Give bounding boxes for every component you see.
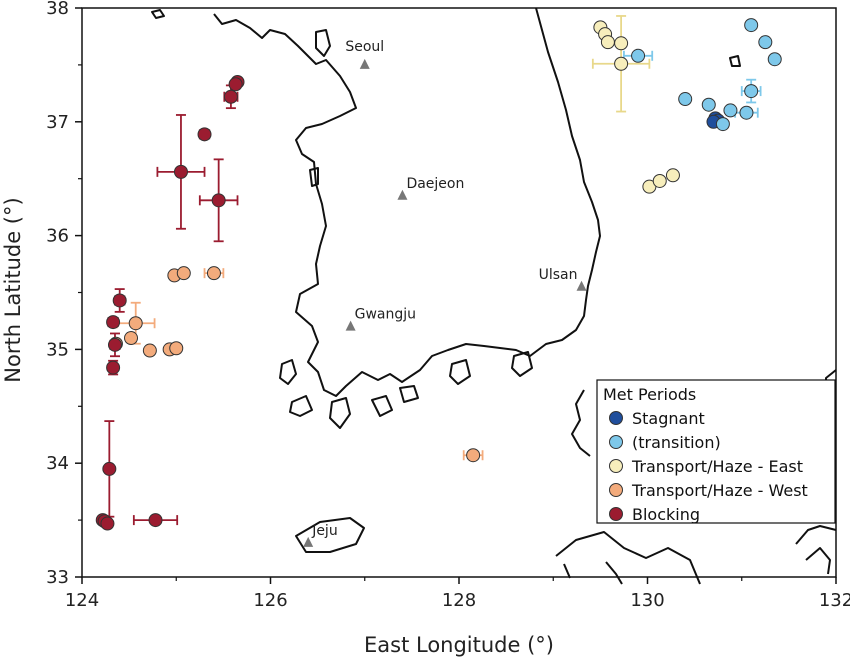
city-marker-seoul [359, 58, 370, 69]
legend-swatch [609, 507, 623, 521]
data-point [652, 173, 667, 188]
y-tick-label: 38 [46, 0, 69, 19]
legend-entry-label: Stagnant [632, 409, 705, 428]
data-point [112, 293, 127, 308]
y-axis-title: North Latitude (°) [1, 197, 25, 382]
data-point [758, 35, 773, 50]
series-2 [593, 20, 680, 194]
island [315, 29, 331, 57]
island [449, 359, 471, 385]
japan-coastline [805, 547, 831, 575]
x-tick-label: 124 [65, 590, 99, 611]
city-label-jeju: Jeju [311, 523, 338, 539]
data-point [206, 266, 221, 281]
data-point [173, 164, 188, 179]
island [151, 9, 165, 19]
data-point [211, 193, 226, 208]
legend: Met Periods Stagnant (transition) Transpor… [596, 379, 836, 524]
legend-entry-label: (transition) [632, 433, 721, 452]
legend-box [596, 379, 836, 524]
legend-entry-label: Transport/Haze - West [631, 481, 808, 500]
y-tick-label: 36 [46, 226, 69, 247]
legend-title: Met Periods [603, 385, 696, 404]
y-tick-label: 34 [46, 453, 69, 474]
data-point [102, 461, 117, 476]
data-point [228, 77, 243, 92]
x-tick-label: 126 [253, 590, 287, 611]
data-point [106, 315, 121, 330]
island [511, 351, 533, 377]
japan-coastline [795, 525, 837, 545]
data-point [148, 513, 163, 528]
y-tick-label: 33 [46, 567, 69, 588]
data-point [176, 266, 191, 281]
island [399, 385, 419, 403]
city-label-daejeon: Daejeon [406, 176, 464, 192]
city-markers: Seoul Daejeon Gwangju Ulsan Jeju [303, 39, 587, 547]
island [279, 359, 297, 385]
legend-entry-label: Transport/Haze - East [631, 457, 803, 476]
x-tick-label: 130 [630, 590, 664, 611]
data-point [100, 516, 115, 531]
mainland-coastline [213, 7, 601, 397]
data-point [600, 35, 615, 50]
jeju-island [295, 517, 365, 553]
data-point [466, 448, 481, 463]
city-marker-gwangju [345, 320, 356, 331]
legend-swatch [609, 459, 623, 473]
city-label-seoul: Seoul [345, 39, 384, 55]
series-4 [95, 74, 245, 531]
data-point [106, 360, 121, 375]
japan-coastline [555, 531, 701, 585]
city-marker-jeju [303, 536, 314, 547]
axis-ticks: 124 126 128 130 132 33 34 35 36 37 38 [46, 0, 850, 611]
y-tick-label: 35 [46, 339, 69, 360]
data-point [739, 105, 754, 120]
series-1 [631, 18, 782, 132]
legend-entry-label: Blocking [632, 505, 700, 524]
japan-coastline [571, 389, 591, 457]
data-points [95, 18, 782, 531]
data-point [142, 343, 157, 358]
data-point [107, 337, 122, 352]
data-point [701, 97, 716, 112]
x-tick-label: 128 [442, 590, 476, 611]
island [329, 397, 351, 429]
data-point [631, 48, 646, 63]
y-tick-label: 37 [46, 112, 69, 133]
data-point [223, 89, 238, 104]
island [371, 395, 393, 417]
data-point [678, 92, 693, 107]
tsushima-island [729, 55, 741, 67]
data-point [767, 52, 782, 67]
island [289, 395, 313, 417]
x-axis-title: East Longitude (°) [364, 633, 554, 657]
legend-swatch [609, 483, 623, 497]
island [309, 167, 319, 187]
legend-swatch [609, 435, 623, 449]
legend-swatch [609, 411, 623, 425]
data-point [723, 103, 738, 118]
japan-coastline [605, 561, 623, 585]
city-marker-ulsan [576, 280, 587, 291]
data-point [665, 168, 680, 183]
data-point [614, 56, 629, 71]
x-tick-label: 132 [819, 590, 850, 611]
data-point [197, 127, 212, 142]
data-point [744, 84, 759, 99]
data-point [744, 18, 759, 33]
data-point [715, 117, 730, 132]
city-label-ulsan: Ulsan [539, 267, 578, 283]
city-marker-daejeon [397, 189, 408, 200]
japan-coastline [563, 563, 571, 579]
data-point [124, 331, 139, 346]
data-point [128, 316, 143, 331]
data-point [169, 341, 184, 356]
data-point [614, 36, 629, 51]
city-label-gwangju: Gwangju [355, 307, 416, 323]
